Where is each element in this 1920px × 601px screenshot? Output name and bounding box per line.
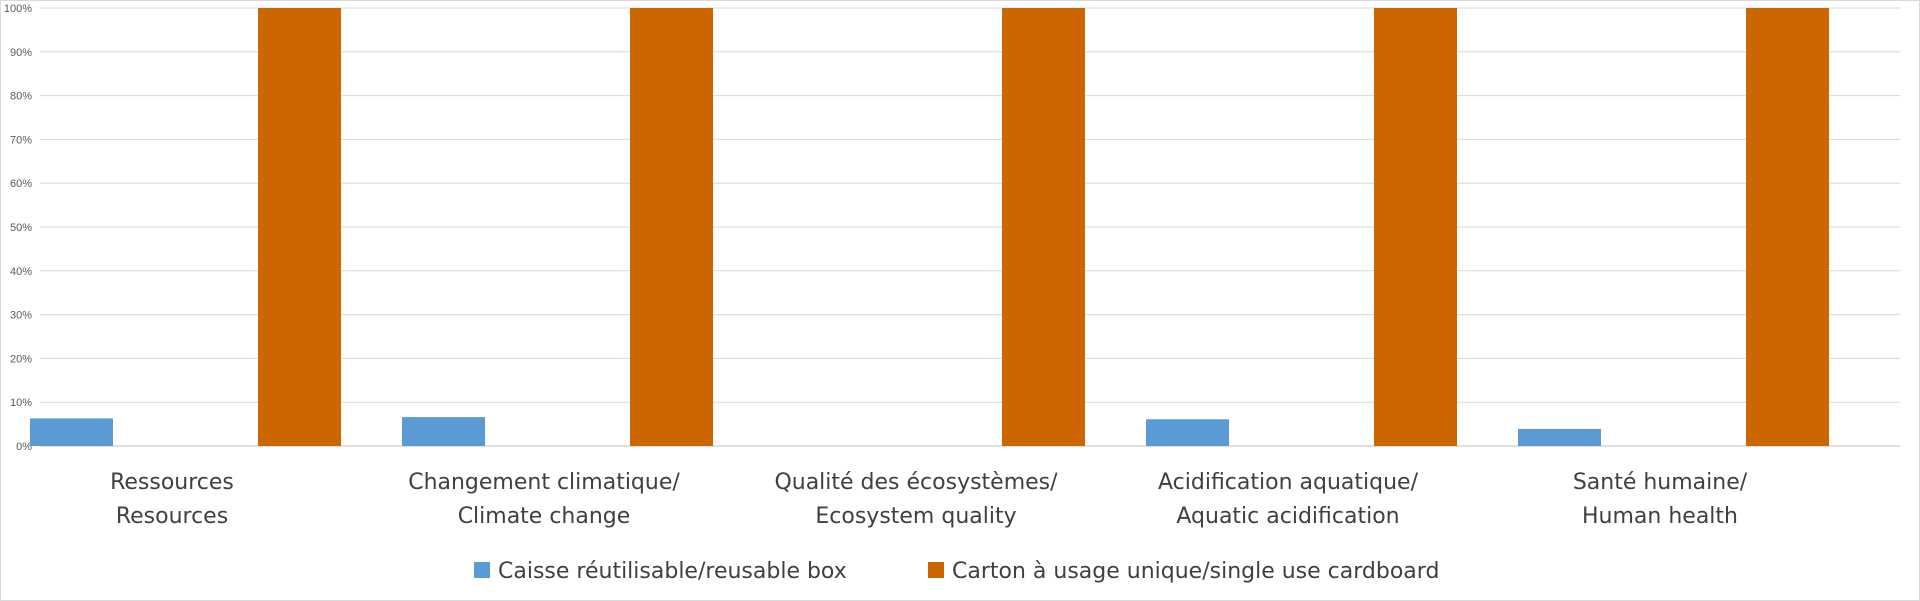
x-category-label: Ecosystem quality xyxy=(815,504,1016,529)
x-category-label: Aquatic acidification xyxy=(1176,504,1399,529)
bar-single-use-cardboard xyxy=(258,8,341,446)
bar-reusable-box xyxy=(1146,419,1229,446)
x-category-label: Acidification aquatique/ xyxy=(1158,470,1419,495)
x-category-label: Ressources xyxy=(110,470,234,495)
y-tick-label: 50% xyxy=(10,222,32,234)
legend-swatch xyxy=(474,562,490,578)
y-tick-label: 90% xyxy=(10,47,32,59)
x-category-label: Qualité des écosystèmes/ xyxy=(774,470,1058,495)
bar-single-use-cardboard xyxy=(1374,8,1457,446)
legend-label: Caisse réutilisable/reusable box xyxy=(498,559,847,584)
legend-label: Carton à usage unique/single use cardboa… xyxy=(952,559,1439,584)
y-tick-label: 30% xyxy=(10,310,32,322)
x-category-label: Resources xyxy=(116,504,228,529)
y-tick-label: 70% xyxy=(10,134,32,146)
bar-single-use-cardboard xyxy=(630,8,713,446)
y-tick-label: 40% xyxy=(10,266,32,278)
legend: Caisse réutilisable/reusable box Carton à… xyxy=(474,559,1439,584)
y-tick-label: 80% xyxy=(10,91,32,103)
x-category-label: Climate change xyxy=(458,504,631,529)
legend-swatch xyxy=(928,562,944,578)
bar-reusable-box xyxy=(1518,428,1601,446)
x-category-label: Human health xyxy=(1582,504,1738,529)
y-axis: 0% 10% 20% 30% 40% 50% 60% 70% 80% 90% 100% xyxy=(4,3,32,453)
x-axis: Ressources Resources Changement climatique… xyxy=(110,470,1748,529)
y-tick-label: 60% xyxy=(10,178,32,190)
y-tick-label: 100% xyxy=(4,3,32,15)
y-tick-label: 10% xyxy=(10,397,32,409)
bar-reusable-box xyxy=(30,418,113,446)
bar-single-use-cardboard xyxy=(1002,8,1085,446)
bar-single-use-cardboard xyxy=(1746,8,1829,446)
bar-reusable-box xyxy=(402,417,485,446)
y-tick-label: 20% xyxy=(10,353,32,365)
x-category-label: Changement climatique/ xyxy=(408,470,680,495)
x-category-label: Santé humaine/ xyxy=(1573,470,1748,495)
bars xyxy=(30,8,1829,446)
y-tick-label: 0% xyxy=(16,441,32,453)
